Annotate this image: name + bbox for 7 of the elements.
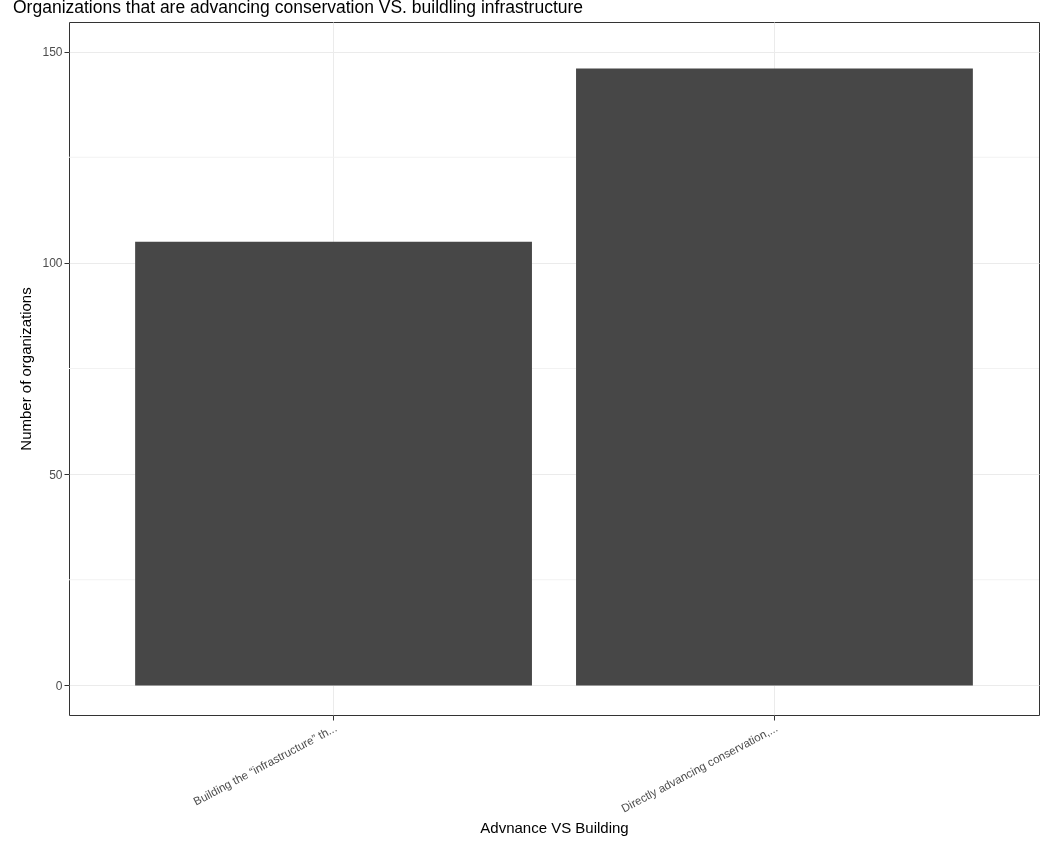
chart-title: Organizations that are advancing conservation VS. buildling infrastructure bbox=[13, 0, 584, 17]
y-tick-label: 150 bbox=[42, 45, 63, 60]
x-axis-title: Advnance VS Building bbox=[480, 818, 629, 836]
y-tick-label: 100 bbox=[42, 256, 63, 271]
y-tick-label: 50 bbox=[49, 467, 63, 482]
y-tick-label: 0 bbox=[55, 678, 63, 693]
y-axis-title: Number of organizations bbox=[17, 287, 35, 451]
